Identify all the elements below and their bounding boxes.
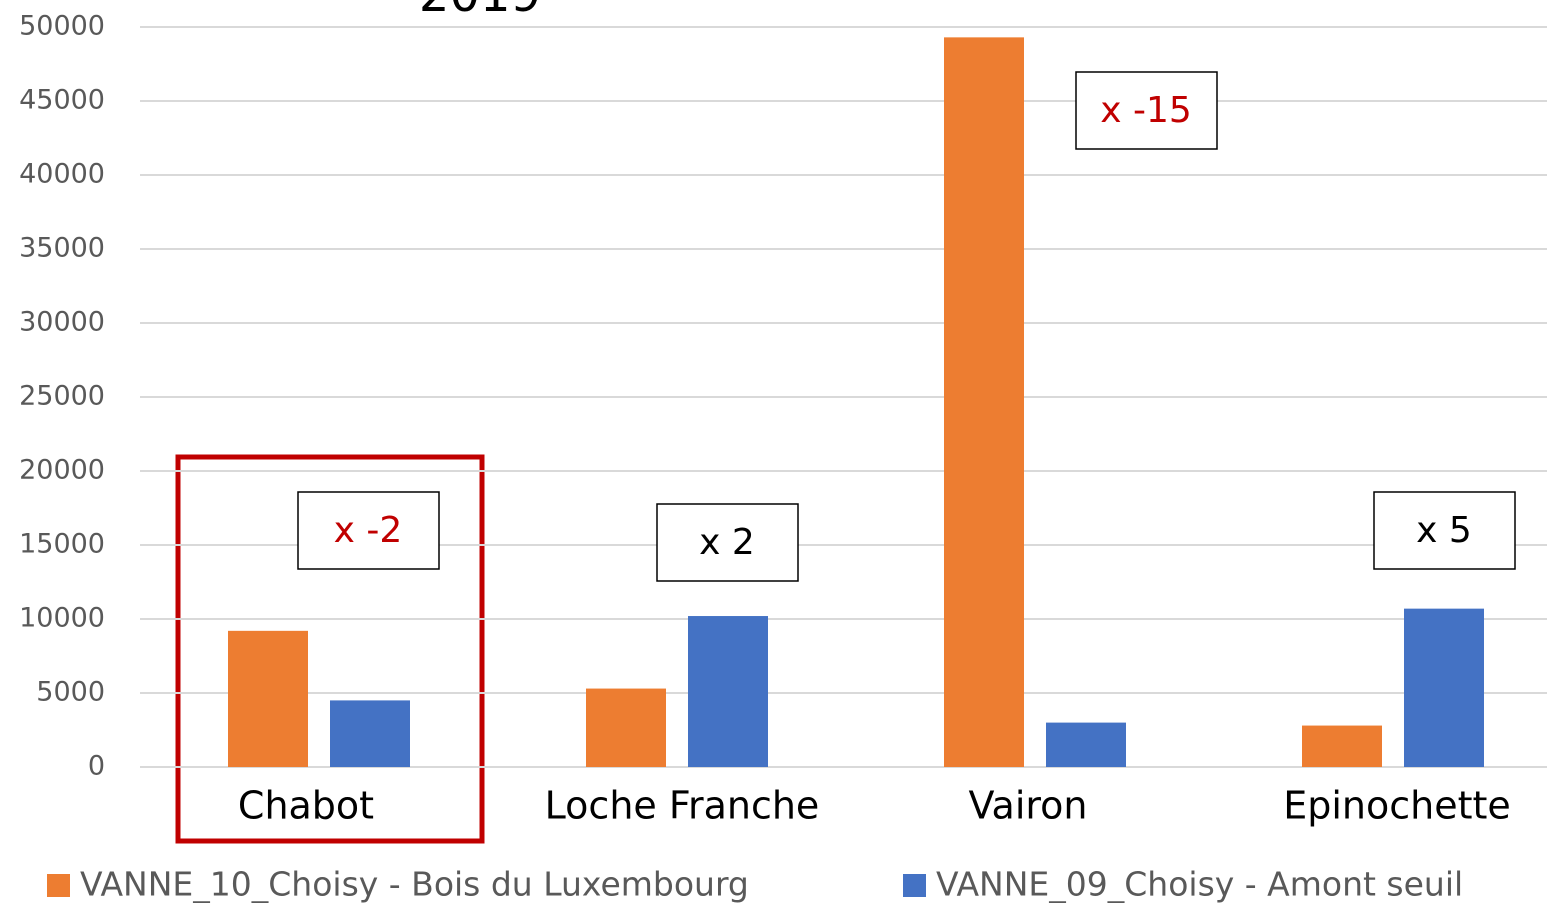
y-tick-label: 20000 [19, 455, 105, 486]
bar [330, 700, 410, 767]
annotation-box [297, 491, 440, 570]
bar [228, 630, 308, 767]
y-tick-label: 5000 [36, 677, 105, 708]
y-tick-label: 30000 [19, 307, 105, 338]
y-tick-label: 50000 [19, 11, 105, 42]
annotation: x 5 [1416, 510, 1472, 551]
annotation-box [1075, 71, 1218, 150]
bar [944, 37, 1024, 768]
annotation-box [1373, 491, 1516, 570]
legend-label: VANNE_10_Choisy - Bois du Luxembourg [80, 865, 749, 903]
annotation: x 2 [699, 522, 755, 563]
bar [1404, 608, 1484, 767]
bar [1302, 725, 1382, 767]
chart-title: 2019 [419, 0, 541, 23]
annotation: x -2 [334, 510, 403, 551]
x-tick-label: Vairon [968, 784, 1087, 828]
annotation: x -15 [1100, 90, 1192, 131]
legend-label: VANNE_09_Choisy - Amont seuil [936, 865, 1463, 903]
y-tick-label: 0 [88, 751, 105, 782]
bar [688, 616, 768, 767]
y-tick-label: 10000 [19, 603, 105, 634]
legend-swatch [903, 874, 926, 897]
y-tick-label: 45000 [19, 85, 105, 116]
bar [1046, 722, 1126, 767]
y-tick-label: 40000 [19, 159, 105, 190]
y-tick-label: 35000 [19, 233, 105, 264]
bar [586, 688, 666, 767]
x-tick-label: Epinochette [1283, 784, 1511, 828]
x-tick-label: Loche Franche [545, 784, 820, 828]
highlight-frame [175, 454, 485, 844]
x-tick-label: Chabot [238, 784, 374, 828]
legend-swatch [47, 874, 70, 897]
annotation-box [656, 503, 799, 582]
y-tick-label: 25000 [19, 381, 105, 412]
y-tick-label: 15000 [19, 529, 105, 560]
